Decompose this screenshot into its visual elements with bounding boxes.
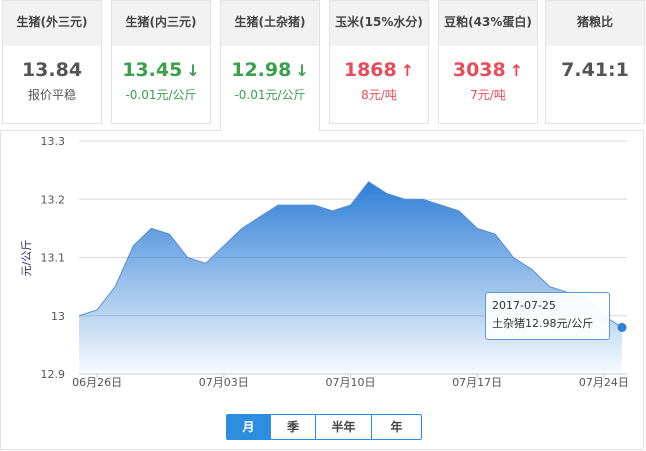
- card-value-row: 1868 ↑: [330, 56, 428, 84]
- y-tick-label: 13.3: [41, 135, 66, 148]
- price-card[interactable]: 玉米(15%水分) 1868 ↑ 8元/吨: [329, 0, 429, 124]
- x-tick-label: 07月10日: [326, 376, 376, 389]
- card-value: 1868: [343, 59, 397, 81]
- price-chart: 12.9 13 13.1 13.2 13.3 06月26日 07月03日 07月10日 07月1…: [20, 135, 629, 389]
- card-value: 13.84: [21, 59, 83, 81]
- y-tick-label: 13.2: [41, 193, 66, 206]
- period-month-button[interactable]: 月: [227, 415, 270, 439]
- x-tick-label: 07月17日: [452, 376, 502, 389]
- period-year-button[interactable]: 年: [371, 415, 421, 439]
- x-tick-label: 06月26日: [72, 376, 122, 389]
- period-selector: 月 季 半年 年: [226, 414, 422, 440]
- x-tick-label: 07月24日: [579, 376, 629, 389]
- card-title: 玉米(15%水分): [330, 1, 428, 46]
- price-card[interactable]: 生猪(土杂猪) 12.98 ↓ -0.01元/公斤: [220, 0, 320, 131]
- y-tick-label: 13: [51, 310, 65, 323]
- card-value-row: 7.41:1: [546, 56, 644, 84]
- y-tick-label: 13.1: [41, 252, 66, 265]
- series-line: [78, 181, 623, 328]
- card-value: 12.98: [231, 59, 292, 81]
- arrow-up-icon: ↑: [400, 61, 415, 80]
- period-quarter-button[interactable]: 季: [270, 415, 315, 439]
- card-change: 报价平稳: [27, 88, 76, 102]
- price-card[interactable]: 生猪(内三元) 13.45 ↓ -0.01元/公斤: [111, 0, 211, 124]
- chart-tooltip: 2017-07-25 土杂猪12.98元/公斤: [485, 292, 610, 340]
- card-value-row: 13.45 ↓: [112, 56, 210, 84]
- card-title: 生猪(外三元): [3, 1, 101, 46]
- tooltip-text: 土杂猪12.98元/公斤: [492, 317, 594, 330]
- arrow-down-icon: ↓: [295, 61, 309, 80]
- card-title: 猪粮比: [546, 1, 644, 46]
- period-halfyear-button[interactable]: 半年: [315, 415, 371, 439]
- card-title: 生猪(土杂猪): [221, 1, 319, 46]
- card-title: 豆粕(43%蛋白): [439, 1, 537, 46]
- card-value-row: 3038 ↑: [439, 56, 537, 84]
- card-value: 3038: [452, 59, 506, 81]
- card-change: -0.01元/公斤: [234, 88, 306, 102]
- tooltip-date: 2017-07-25: [492, 299, 556, 312]
- price-card[interactable]: 生猪(外三元) 13.84 报价平稳: [2, 0, 102, 124]
- card-value-row: 13.84: [3, 56, 101, 84]
- y-tick-label: 12.9: [41, 368, 66, 381]
- chart-container: [0, 130, 644, 450]
- card-value-row: 12.98 ↓: [221, 56, 319, 84]
- x-tick-label: 07月03日: [199, 376, 249, 389]
- card-change: 7元/吨: [470, 88, 506, 102]
- arrow-down-icon: ↓: [186, 61, 200, 80]
- arrow-up-icon: ↑: [509, 61, 524, 80]
- price-card[interactable]: 豆粕(43%蛋白) 3038 ↑ 7元/吨: [438, 0, 538, 124]
- data-point[interactable]: [617, 322, 627, 332]
- card-change: 8元/吨: [361, 88, 397, 102]
- price-card[interactable]: 猪粮比 7.41:1: [545, 0, 645, 124]
- card-value: 13.45: [122, 59, 183, 81]
- card-change: -0.01元/公斤: [125, 88, 197, 102]
- y-axis-label: 元/公斤: [20, 240, 33, 277]
- card-title: 生猪(内三元): [112, 1, 210, 46]
- card-value: 7.41:1: [561, 59, 629, 81]
